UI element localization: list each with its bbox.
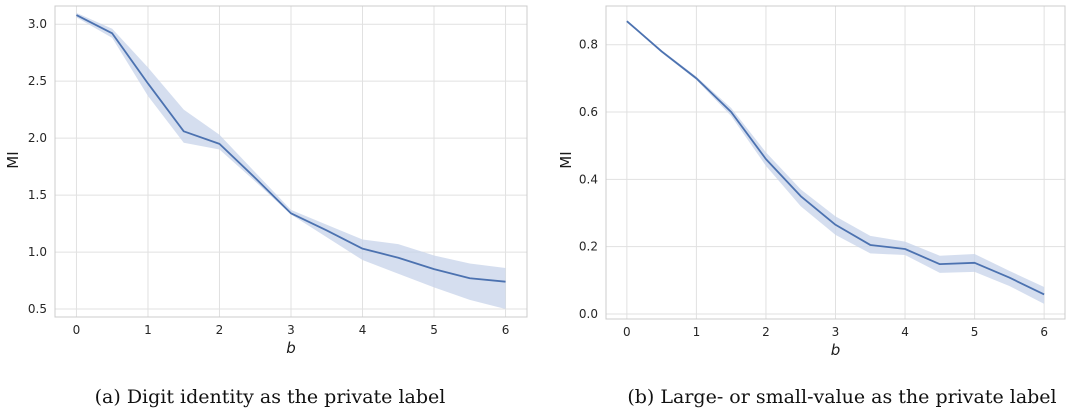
p1-x-axis-label: b [831, 341, 841, 359]
p1-xtick-label-2: 2 [762, 325, 770, 339]
p0-xtick-label-1: 1 [144, 323, 152, 337]
caption-b: (b) Large- or small-value as the private… [627, 386, 1056, 408]
p0-ytick-label-0: 0.5 [28, 302, 47, 316]
p1-ytick-label-4: 0.8 [579, 38, 598, 52]
p1-xtick-label-1: 1 [693, 325, 701, 339]
p0-xtick-label-3: 3 [287, 323, 295, 337]
p1-xtick-label-4: 4 [901, 325, 909, 339]
p1-ytick-label-2: 0.4 [579, 172, 598, 186]
p1-xtick-label-5: 5 [971, 325, 979, 339]
p0-xtick-label-0: 0 [73, 323, 81, 337]
p0-ytick-label-2: 1.5 [28, 188, 47, 202]
p0-frame [54, 5, 528, 318]
p1-y-axis-label: MI [557, 151, 575, 168]
caption-a: (a) Digit identity as the private label [95, 386, 446, 408]
p1-xtick-label-0: 0 [623, 325, 631, 339]
p0-ytick-label-3: 2.0 [28, 131, 47, 145]
p0-xtick-label-2: 2 [216, 323, 224, 337]
p1-ytick-label-0: 0.0 [579, 307, 598, 321]
p0-xtick-label-5: 5 [430, 323, 438, 337]
p1-ytick-label-1: 0.2 [579, 240, 598, 254]
p1-frame [605, 5, 1066, 320]
p0-ytick-label-4: 2.5 [28, 74, 47, 88]
p1-xtick-label-6: 6 [1040, 325, 1048, 339]
p0-xtick-label-4: 4 [359, 323, 367, 337]
p1-xtick-label-3: 3 [832, 325, 840, 339]
p0-y-axis-label: MI [4, 151, 22, 168]
panel-b: (b) Large- or small-value as the private… [557, 5, 1066, 408]
p1-ytick-label-3: 0.6 [579, 105, 598, 119]
p0-ytick-label-5: 3.0 [28, 17, 47, 31]
p0-xtick-label-6: 6 [502, 323, 510, 337]
panel-a: (a) Digit identity as the private label … [4, 5, 528, 408]
p0-x-axis-label: b [286, 339, 296, 357]
p0-ytick-label-1: 1.0 [28, 245, 47, 259]
